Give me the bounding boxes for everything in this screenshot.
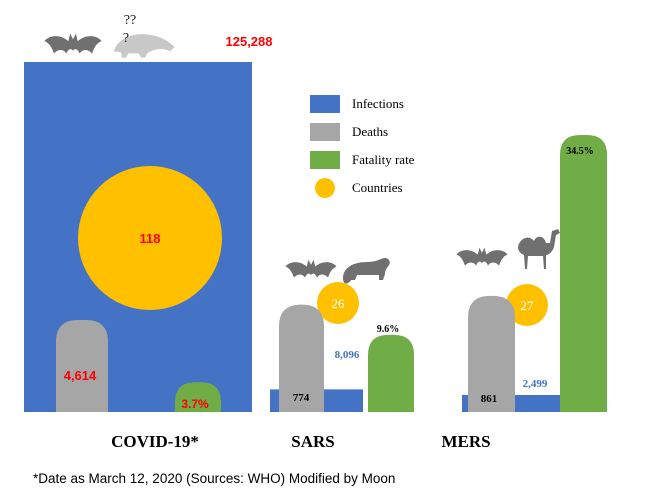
deaths-label-mers: 861 [481,393,498,405]
countries-label-mers: 27 [521,298,535,313]
category-label-covid-19: COVID-19* [111,432,199,451]
legend-label-countries: Countries [352,180,403,195]
deaths-bar-sars [279,304,324,412]
countries-circle-mers [506,284,548,326]
deaths-label-covid-19: 4,614 [64,368,97,383]
legend: Infections Deaths Fatality rate Countries [310,95,415,198]
legend-swatch-infections [310,95,340,113]
legend-swatch-countries [315,178,335,198]
legend-label-infections: Infections [352,96,404,111]
countries-circle-covid-19 [78,166,222,310]
pangolin-covid-19-icon [113,34,175,58]
legend-swatch-deaths [310,123,340,141]
deaths-label-sars: 774 [293,392,310,404]
fatality-label-covid-19: 3.7% [181,397,209,411]
uncertainty-mark: ?? [124,13,136,28]
legend-swatch-fatality-rate [310,151,340,169]
deaths-bar-covid-19 [56,320,108,412]
infections-label-mers: 2,499 [523,378,548,390]
countries-label-sars: 26 [332,296,346,311]
fatality-label-mers: 34.5% [566,146,594,157]
infections-label-sars: 8,096 [335,349,360,361]
fatality-bar-sars [368,334,414,412]
legend-label-fatality-rate: Fatality rate [352,152,415,167]
animal-icons: ??? [44,13,560,284]
civet-sars-icon [343,258,390,284]
footnote: *Date as March 12, 2020 (Sources: WHO) M… [33,471,395,486]
deaths-bar-mers [468,295,515,412]
category-labels: COVID-19* SARS MERS [111,432,490,451]
fatality-bar-mers [560,135,607,412]
countries-label-covid-19: 118 [140,231,161,246]
fatality-bar-covid-19 [175,382,221,412]
bat-covid-19-icon [44,33,102,54]
bat-sars-icon [285,259,337,278]
camel-mers-icon [518,229,560,269]
infections-label-covid-19: 125,288 [226,34,273,49]
bat-mers-icon [456,247,508,266]
labels-layer: 125,288 118 4,614 3.7% 8,096 26 774 9.6% 2,499 27… [64,34,594,411]
legend-label-deaths: Deaths [352,124,388,139]
category-label-sars: SARS [291,432,334,451]
countries-circle-sars [317,282,359,324]
bars-layer [24,62,607,412]
uncertainty-mark: ? [123,31,129,46]
fatality-label-sars: 9.6% [377,324,400,335]
category-label-mers: MERS [441,432,490,451]
